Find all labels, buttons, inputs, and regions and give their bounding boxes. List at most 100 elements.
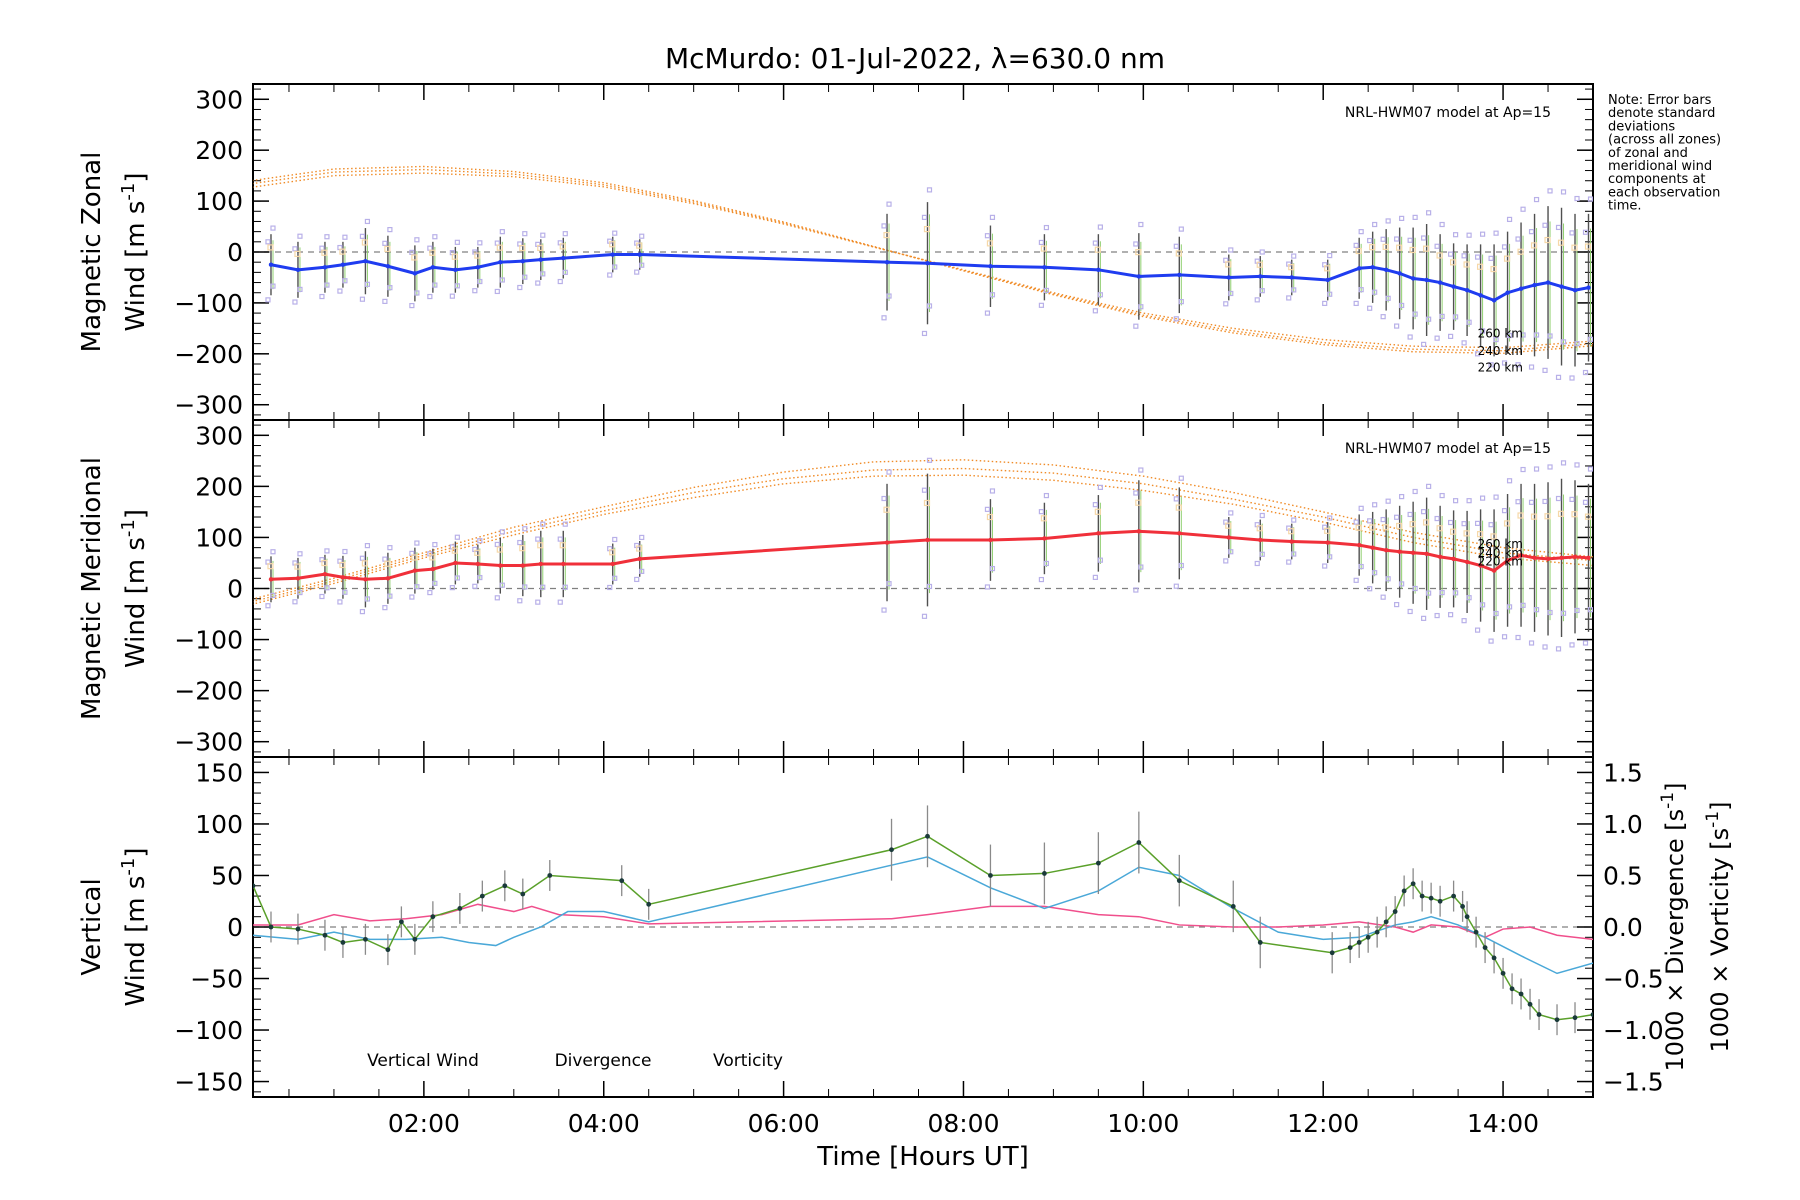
zonal-wind-point bbox=[1356, 266, 1362, 271]
zonal-wind-point bbox=[363, 258, 368, 264]
y-axis-label-top: Magnetic Zonal bbox=[77, 152, 107, 353]
model-point bbox=[411, 254, 418, 261]
zone-point bbox=[1574, 341, 1580, 347]
zone-point bbox=[359, 555, 366, 561]
zone-point bbox=[1520, 206, 1526, 212]
model-point bbox=[451, 547, 458, 554]
zonal-wind-point bbox=[1478, 293, 1483, 298]
vertical-wind-point bbox=[430, 914, 436, 920]
meridional-wind-point bbox=[385, 576, 391, 581]
zone-point bbox=[1372, 570, 1378, 576]
model-point bbox=[339, 248, 346, 255]
vertical-wind-point bbox=[1347, 945, 1353, 951]
panel-meridional: 300 200 100 0 −100 −200 −300 Magnetic Meridiona… bbox=[77, 419, 1594, 758]
zone-point bbox=[1479, 602, 1486, 608]
zone-point bbox=[265, 297, 271, 303]
zone-point bbox=[265, 603, 271, 609]
model-point bbox=[1517, 248, 1524, 255]
zone-point bbox=[494, 240, 500, 246]
zone-point bbox=[1528, 364, 1535, 370]
y-tick-label: 150 bbox=[195, 758, 243, 787]
zone-point bbox=[1399, 581, 1405, 587]
vertical-wind-point bbox=[1419, 893, 1425, 899]
zone-point bbox=[477, 278, 483, 285]
vertical-wind-point bbox=[547, 873, 553, 878]
zone-point bbox=[1501, 244, 1508, 250]
zone-point bbox=[1434, 243, 1440, 249]
y2-tick-label: −0.5 bbox=[1603, 965, 1664, 994]
model-point bbox=[1571, 511, 1578, 518]
zone-point bbox=[1542, 644, 1548, 650]
y-tick-label: −200 bbox=[174, 677, 243, 706]
y-tick-label: −200 bbox=[174, 340, 243, 369]
model-point bbox=[294, 250, 301, 258]
vertical-wind-point bbox=[1518, 991, 1524, 997]
zone-point bbox=[297, 589, 303, 596]
zone-point bbox=[1173, 316, 1179, 322]
vertical-wind-point bbox=[1401, 888, 1407, 894]
model-point bbox=[384, 560, 391, 567]
zone-point bbox=[297, 286, 303, 293]
y-tick-label: 0 bbox=[227, 575, 243, 604]
zone-point bbox=[1453, 590, 1459, 596]
zone-point bbox=[324, 282, 330, 288]
x-tick-label: 02:00 bbox=[388, 1109, 460, 1138]
zone-point bbox=[1493, 610, 1499, 617]
meridional-wind-point bbox=[1532, 555, 1537, 561]
zone-point bbox=[1394, 514, 1400, 520]
model-point bbox=[1423, 245, 1430, 252]
zone-point bbox=[1574, 462, 1580, 468]
zonal-wind-point bbox=[1451, 284, 1456, 289]
zone-point bbox=[1542, 222, 1548, 228]
zone-point bbox=[1380, 314, 1386, 320]
model-point bbox=[1423, 519, 1430, 526]
model-altitude-label: 220 km bbox=[1478, 360, 1523, 374]
vertical-wind-point bbox=[619, 878, 625, 884]
vertical-wind-point bbox=[1042, 871, 1047, 876]
zone-point bbox=[984, 506, 991, 512]
model-point bbox=[1584, 243, 1592, 250]
model-curve bbox=[253, 168, 1593, 352]
y-axis-label-sup: -1 bbox=[118, 183, 139, 201]
y2-tick-label: 0.5 bbox=[1603, 861, 1643, 890]
zone-point bbox=[1555, 374, 1562, 380]
zone-point bbox=[1479, 231, 1486, 237]
zone-point bbox=[1291, 253, 1297, 259]
vertical-wind-point bbox=[268, 924, 274, 930]
vertical-wind-point bbox=[889, 847, 894, 853]
meridional-wind-point bbox=[1572, 554, 1578, 560]
meridional-wind-point bbox=[1289, 539, 1294, 544]
meridional-wind-point bbox=[1370, 545, 1375, 550]
y2-axis-label: 1000 × Divergence [s-1] bbox=[1658, 782, 1689, 1071]
vertical-wind-point bbox=[1572, 1015, 1578, 1021]
model-point bbox=[496, 546, 503, 553]
zone-point bbox=[1228, 247, 1234, 253]
zone-point bbox=[926, 303, 933, 309]
model-point bbox=[1288, 528, 1295, 535]
model-point bbox=[1355, 524, 1362, 531]
meridional-wind-point bbox=[1177, 531, 1182, 536]
zone-point bbox=[634, 269, 640, 275]
y2-tick-label: −1.5 bbox=[1603, 1068, 1664, 1097]
zone-point bbox=[1501, 360, 1508, 366]
note-line: deviations bbox=[1608, 119, 1675, 134]
vertical-wind-point bbox=[1383, 919, 1389, 925]
zone-point bbox=[1380, 594, 1386, 600]
zone-point bbox=[1358, 563, 1364, 570]
zonal-wind-point bbox=[475, 265, 481, 270]
zone-point bbox=[1380, 516, 1386, 523]
zone-point bbox=[1582, 229, 1589, 235]
model-point bbox=[411, 554, 418, 561]
zone-point bbox=[1380, 236, 1386, 242]
note-line: time. bbox=[1608, 199, 1642, 214]
zonal-wind-point bbox=[1464, 287, 1470, 293]
zonal-wind-point bbox=[1437, 280, 1443, 285]
zone-point bbox=[540, 584, 546, 590]
model-point bbox=[636, 545, 643, 552]
zone-point bbox=[1439, 221, 1445, 228]
zone-point bbox=[292, 599, 298, 605]
zone-point bbox=[612, 575, 618, 581]
y2-axis-label-sup: -1 bbox=[1703, 811, 1723, 828]
model-curve bbox=[253, 467, 1593, 603]
